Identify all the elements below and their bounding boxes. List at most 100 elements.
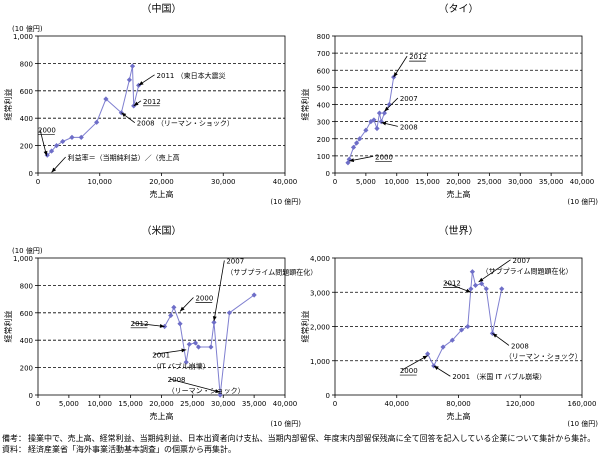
data-point-6 <box>78 134 84 140</box>
annotation-arrowhead <box>465 288 471 293</box>
data-point-1 <box>425 351 431 357</box>
y-tick-label: 100 <box>317 153 330 161</box>
annotation-label: 2012 <box>443 279 461 287</box>
data-point-7 <box>192 340 199 346</box>
chart-panel-1: （中国） (10 億円) 0 200 400 600 800 1,000 0 10,000 20,0… <box>3 2 301 206</box>
data-point-6 <box>186 341 192 347</box>
data-point-4 <box>354 140 360 146</box>
annotation-arrowhead <box>349 158 355 163</box>
annotation-leader <box>132 322 165 327</box>
annotation-arrowhead <box>159 324 165 328</box>
y-tick-label: 1,000 <box>13 255 33 263</box>
chart-title: （タイ） <box>439 3 479 15</box>
annotation-label: 利益率＝（当期純利益）／（売上高 <box>68 153 180 162</box>
data-point-8 <box>371 117 377 123</box>
y-tick-label: 400 <box>317 102 330 110</box>
x-tick-label: 10,000 <box>385 178 410 186</box>
x-tick-label: 40,000 <box>273 178 298 186</box>
annotation-leader <box>154 349 187 355</box>
y-axis-label: 経常利益 <box>300 311 310 343</box>
y-tick-label: 300 <box>317 119 330 127</box>
annotation-arrowhead <box>212 316 217 322</box>
x-axis-label: 売上高 <box>150 411 174 421</box>
annotation-arrowhead <box>180 306 185 312</box>
chart-panel-3: （米国） (10 億円) 0 200 400 600 800 1,000 0 5,000 10,00… <box>3 224 317 428</box>
data-point-4 <box>449 337 455 343</box>
x-tick-label: 160,000 <box>568 400 597 408</box>
annotation-leader <box>401 355 428 371</box>
annotation-label: （リーマン・ショック） <box>168 387 245 395</box>
annotation-arrowhead <box>384 106 390 112</box>
x-tick-label: 40,000 <box>273 400 298 408</box>
annotation-arrowhead <box>478 277 484 282</box>
x-unit-label: (10 億円) <box>270 197 301 206</box>
data-point-2 <box>48 148 55 154</box>
x-tick-label: 120,000 <box>506 400 535 408</box>
y-unit-label: (10 億円) <box>12 24 43 33</box>
remark-text: 操業中で、売上高、経常利益、当期純利益、日本出資者向け支払、当期内部留保、年度末… <box>28 434 596 443</box>
annotation-label: （IT バブル崩壊） <box>152 361 210 370</box>
annotation-label: 2008 （リーマン・ショック） <box>137 120 234 128</box>
data-point-10 <box>376 110 383 116</box>
annotation-label: 2012 <box>143 98 161 106</box>
remark-label: 備考： <box>2 434 26 443</box>
data-point-10 <box>126 77 132 83</box>
data-point-9 <box>374 125 380 132</box>
y-tick-label: 3,000 <box>310 289 330 297</box>
annotation-label: 2011 （東日本大震災 <box>157 71 226 80</box>
x-tick-label: 5,000 <box>59 400 79 408</box>
data-point-3 <box>171 304 177 310</box>
annotation-label: （サブプライム問題顕在化） <box>482 266 573 275</box>
data-point-4 <box>60 138 66 145</box>
annotation-arrowhead <box>133 101 139 106</box>
annotation-label: 2000 <box>195 294 213 302</box>
data-point-1 <box>44 152 50 158</box>
y-tick-label: 400 <box>20 115 33 123</box>
x-tick-label: 10,000 <box>88 178 113 186</box>
data-point-6 <box>363 127 369 133</box>
figure-notes: 備考： 操業中で、売上高、経常利益、当期純利益、日本出資者向け支払、当期内部留保… <box>2 433 602 455</box>
chart-title: （世界） <box>439 225 479 237</box>
annotation-label: 2008 <box>400 123 418 131</box>
annotation-arrowhead <box>422 355 428 360</box>
data-point-11 <box>217 392 223 398</box>
annotation-leader <box>169 378 221 393</box>
y-tick-label: 0 <box>29 392 33 400</box>
source-label: 資料： <box>2 445 26 454</box>
y-tick-label: 2,000 <box>310 324 330 332</box>
data-point-8 <box>103 96 109 102</box>
annotation-label: 2008 <box>511 342 529 350</box>
annotation-label: 2007 <box>513 257 531 265</box>
y-tick-label: 500 <box>317 84 330 92</box>
x-tick-label: 20,000 <box>149 400 174 408</box>
y-tick-label: 200 <box>20 143 33 151</box>
data-point-7 <box>94 119 100 125</box>
y-tick-label: 600 <box>20 88 33 96</box>
data-point-5 <box>357 136 363 142</box>
x-axis-label: 売上高 <box>150 189 174 199</box>
annotation-label: 2000 <box>38 127 56 135</box>
remark-note: 備考： 操業中で、売上高、経常利益、当期純利益、日本出資者向け支払、当期内部留保… <box>2 433 602 444</box>
chart-panel-2: （タイ） 0 100 200 300 400 500 600 700 800 0 5,000 10,00… <box>300 3 598 206</box>
data-point-12 <box>381 110 387 116</box>
x-tick-label: 20,000 <box>149 178 174 186</box>
y-tick-label: 0 <box>29 170 33 178</box>
y-tick-label: 200 <box>20 365 33 373</box>
annotation-arrowhead <box>51 167 57 173</box>
annotation-arrowhead <box>121 112 127 118</box>
data-point-13 <box>499 286 505 292</box>
y-axis-label: 経常利益 <box>3 311 13 343</box>
data-point-8 <box>469 269 475 275</box>
data-point-3 <box>350 144 357 150</box>
data-point-12 <box>226 310 233 316</box>
data-point-9 <box>472 282 479 288</box>
annotation-leader <box>478 259 511 283</box>
x-tick-label: 15,000 <box>415 178 440 186</box>
data-point-6 <box>465 323 471 330</box>
x-tick-label: 0 <box>36 400 40 408</box>
x-unit-label: (10 億円) <box>567 197 598 206</box>
annotation-arrowhead <box>492 333 498 338</box>
data-point-4 <box>177 321 183 327</box>
y-tick-label: 1,000 <box>310 358 330 366</box>
annotation-label: 2000 <box>400 367 418 375</box>
